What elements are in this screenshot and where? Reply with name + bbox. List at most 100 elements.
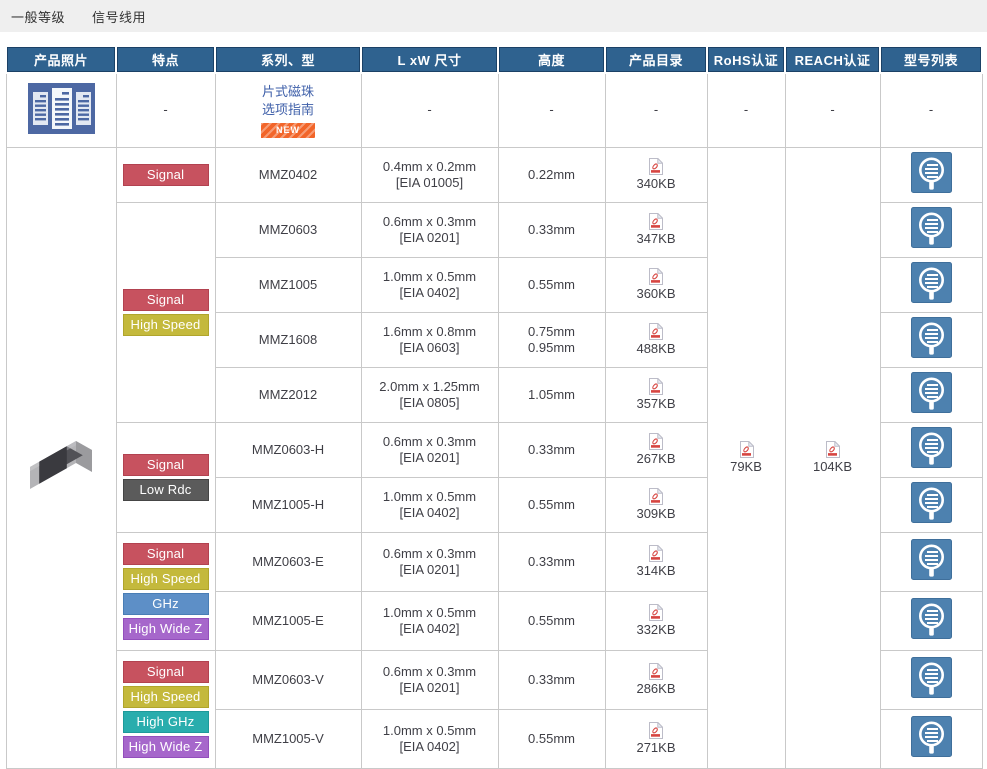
catalog-cell: 332KB bbox=[604, 591, 708, 651]
pdf-download-mmz1005[interactable]: 360KB bbox=[636, 267, 676, 302]
height-cell: 0.33mm bbox=[497, 532, 606, 592]
series-cell: MMZ1005 bbox=[214, 257, 362, 313]
pdf-download-mmz1005-v[interactable]: 271KB bbox=[636, 721, 676, 756]
eia-code: [EIA 01005] bbox=[395, 175, 464, 190]
pdf-file-size: 104KB bbox=[812, 458, 853, 474]
eia-code: [EIA 0603] bbox=[399, 340, 460, 355]
model-list-button-mmz1005-v[interactable] bbox=[910, 716, 952, 758]
pdf-download-mmz0402[interactable]: 340KB bbox=[636, 157, 676, 192]
model-list-search-icon bbox=[910, 482, 952, 524]
eia-code: [EIA 0201] bbox=[399, 230, 460, 245]
col-header-models: 型号列表 bbox=[879, 45, 983, 74]
model-list-button-mmz1005[interactable] bbox=[910, 262, 952, 304]
features-cell: Signal High Speed bbox=[115, 202, 216, 423]
model-list-search-icon bbox=[910, 539, 952, 581]
pdf-icon bbox=[825, 440, 840, 458]
model-list-button-mmz2012[interactable] bbox=[910, 372, 952, 414]
model-list-button-mmz0402[interactable] bbox=[910, 152, 952, 194]
height-value: 0.33mm bbox=[528, 553, 575, 569]
height-cell: 0.33mm bbox=[497, 202, 606, 258]
col-header-height: 高度 bbox=[497, 45, 606, 74]
model-list-button-mmz1608[interactable] bbox=[910, 317, 952, 359]
model-list-button-mmz1005-h[interactable] bbox=[910, 482, 952, 524]
model-list-button-mmz0603[interactable] bbox=[910, 207, 952, 249]
model-list-button-mmz0603-e[interactable] bbox=[910, 539, 952, 581]
pdf-download-rohs[interactable]: 79KB bbox=[730, 440, 762, 475]
model-list-search-icon bbox=[910, 716, 952, 758]
pdf-download-mmz1005-h[interactable]: 309KB bbox=[636, 487, 676, 522]
dimensions-cell: 0.6mm x 0.3mm [EIA 0201] bbox=[360, 650, 499, 710]
height-value: 0.55mm bbox=[528, 496, 575, 512]
model-list-button-mmz0603-h[interactable] bbox=[910, 427, 952, 469]
catalog-cell: 488KB bbox=[604, 312, 708, 368]
models-cell bbox=[879, 202, 983, 258]
catalog-icon[interactable] bbox=[27, 82, 95, 134]
pdf-download-mmz1608[interactable]: 488KB bbox=[636, 322, 676, 357]
height-cell: 0.33mm bbox=[497, 650, 606, 710]
dimensions-cell: 2.0mm x 1.25mm [EIA 0805] bbox=[360, 367, 499, 423]
model-list-search-icon bbox=[910, 372, 952, 414]
pdf-file-size: 286KB bbox=[636, 680, 676, 696]
height-value: 0.95mm bbox=[528, 340, 575, 355]
dimensions-value: 1.0mm x 0.5mm bbox=[382, 488, 477, 504]
product-photo-cell bbox=[5, 147, 117, 769]
height-cell: 0.22mm bbox=[497, 147, 606, 203]
pdf-icon bbox=[649, 322, 664, 340]
pdf-icon bbox=[649, 267, 664, 285]
guide-catalog-cell: - bbox=[604, 72, 708, 148]
col-header-rohs: RoHS认证 bbox=[706, 45, 786, 74]
model-list-button-mmz1005-e[interactable] bbox=[910, 598, 952, 640]
dimensions-value: 1.0mm x 0.5mm bbox=[382, 722, 477, 738]
pdf-download-mmz2012[interactable]: 357KB bbox=[636, 377, 676, 412]
catalog-cell: 347KB bbox=[604, 202, 708, 258]
guide-lxw-cell: - bbox=[360, 72, 499, 148]
eia-code: [EIA 0402] bbox=[399, 285, 460, 300]
selection-guide-link[interactable]: 选项指南 bbox=[261, 102, 314, 118]
series-cell: MMZ0603-E bbox=[214, 532, 362, 592]
dimensions-cell: 0.6mm x 0.3mm [EIA 0201] bbox=[360, 202, 499, 258]
catalog-cell: 357KB bbox=[604, 367, 708, 423]
features-cell: Signal Low Rdc bbox=[115, 422, 216, 533]
dimensions-cell: 1.0mm x 0.5mm [EIA 0402] bbox=[360, 709, 499, 769]
table-row-mmz1005-h: MMZ1005-H 1.0mm x 0.5mm [EIA 0402] 0.55mm 3… bbox=[6, 477, 983, 533]
dimensions-value: 1.6mm x 0.8mm bbox=[382, 323, 477, 339]
breadcrumb-grade: 一般等级 bbox=[11, 9, 66, 25]
pdf-file-size: 271KB bbox=[636, 739, 676, 755]
pdf-download-mmz0603-h[interactable]: 267KB bbox=[636, 432, 676, 467]
model-list-search-icon bbox=[910, 427, 952, 469]
chip-beads-link[interactable]: 片式磁珠 bbox=[261, 83, 314, 99]
product-table: 产品照片 特点 系列、型 L xW 尺寸 高度 产品目录 RoHS认证 REAC… bbox=[5, 45, 983, 769]
guide-height-cell: - bbox=[497, 72, 606, 148]
pdf-download-mmz1005-e[interactable]: 332KB bbox=[636, 603, 676, 638]
product-table-container: 产品照片 特点 系列、型 L xW 尺寸 高度 产品目录 RoHS认证 REAC… bbox=[5, 45, 983, 769]
series-cell: MMZ1005-E bbox=[214, 591, 362, 651]
pdf-download-mmz0603-e[interactable]: 314KB bbox=[636, 544, 676, 579]
dimensions-value: 0.6mm x 0.3mm bbox=[382, 663, 477, 679]
model-list-search-icon bbox=[910, 317, 952, 359]
pdf-download-mmz0603[interactable]: 347KB bbox=[636, 212, 676, 247]
feature-badge-low-rdc: Low Rdc bbox=[122, 479, 209, 501]
reach-cell: 104KB bbox=[784, 147, 881, 769]
col-header-series: 系列、型 bbox=[214, 45, 362, 74]
height-cell: 0.55mm bbox=[497, 477, 606, 533]
height-value: 0.33mm bbox=[528, 441, 575, 457]
models-cell bbox=[879, 257, 983, 313]
pdf-file-size: 267KB bbox=[636, 450, 676, 466]
catalog-cell: 309KB bbox=[604, 477, 708, 533]
feature-badge-high-speed: High Speed bbox=[122, 568, 209, 590]
features-cell: Signal bbox=[115, 147, 216, 203]
guide-rohs-cell: - bbox=[706, 72, 786, 148]
pdf-download-mmz0603-v[interactable]: 286KB bbox=[636, 662, 676, 697]
pdf-file-size: 309KB bbox=[636, 505, 676, 521]
model-list-search-icon bbox=[910, 262, 952, 304]
header-row: 产品照片 特点 系列、型 L xW 尺寸 高度 产品目录 RoHS认证 REAC… bbox=[5, 45, 983, 74]
feature-badge-high-ghz: High GHz bbox=[122, 711, 209, 733]
pdf-icon bbox=[649, 603, 664, 621]
features-cell: Signal High Speed High GHz High Wide Z bbox=[115, 650, 216, 769]
table-row-mmz1005-e: MMZ1005-E 1.0mm x 0.5mm [EIA 0402] 0.55mm 3… bbox=[6, 591, 983, 651]
rohs-cell: 79KB bbox=[706, 147, 786, 769]
eia-code: [EIA 0201] bbox=[399, 450, 460, 465]
model-list-button-mmz0603-v[interactable] bbox=[910, 657, 952, 699]
pdf-download-reach[interactable]: 104KB bbox=[812, 440, 853, 475]
pdf-icon bbox=[649, 662, 664, 680]
